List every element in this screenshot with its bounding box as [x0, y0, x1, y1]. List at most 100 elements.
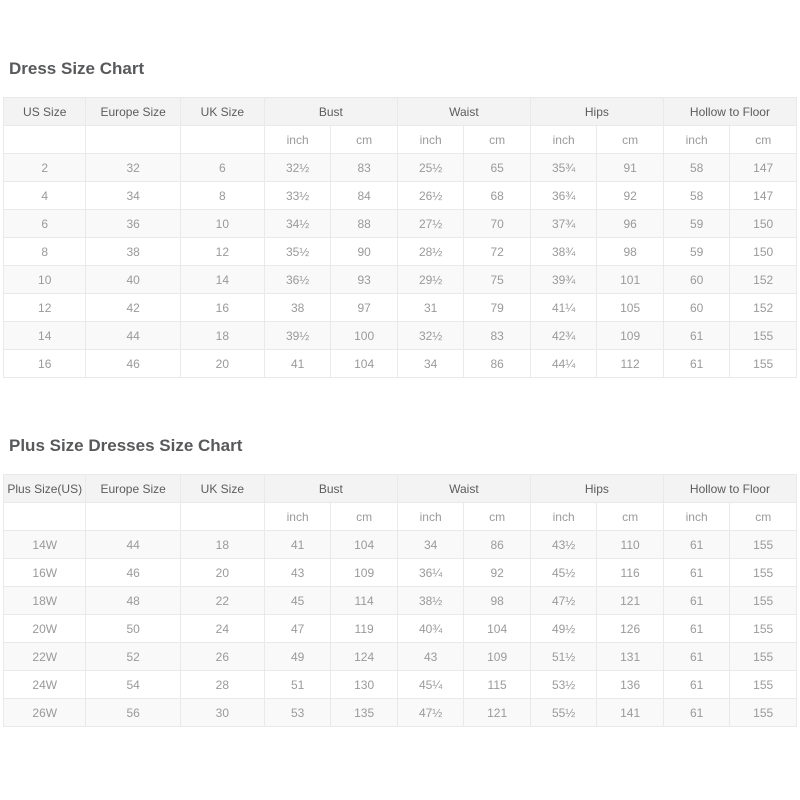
table-cell: 59: [662, 237, 731, 266]
table-cell: 43: [263, 558, 332, 587]
table-cell: 86: [463, 349, 531, 378]
dress-size-chart-title: Dress Size Chart: [9, 59, 145, 78]
table-cell: 90: [330, 237, 398, 266]
table-row: 16 46 20 41 104 34 86 44¼ 112 61 155: [2, 349, 797, 378]
table-cell: 61: [662, 558, 731, 587]
unit-header-cell: cm: [330, 502, 398, 531]
table-cell: 135: [330, 698, 398, 727]
table-cell: 47½: [396, 698, 465, 727]
table-cell: 59: [662, 209, 731, 238]
table-cell: 20: [179, 349, 265, 378]
table-cell: 22W: [2, 642, 87, 671]
table-cell: 26: [179, 642, 265, 671]
unit-header-cell: cm: [463, 125, 531, 154]
unit-header-cell: cm: [330, 125, 398, 154]
table-cell: 155: [729, 321, 797, 350]
column-header: Europe Size: [85, 97, 181, 126]
table-cell: 27½: [396, 209, 465, 238]
table-cell: 150: [729, 209, 797, 238]
unit-header-cell: inch: [529, 502, 598, 531]
table-cell: 20W: [2, 614, 87, 643]
table-cell: 98: [463, 586, 531, 615]
table-cell: 44: [85, 530, 181, 559]
table-cell: 49½: [529, 614, 598, 643]
table-cell: 130: [330, 670, 398, 699]
table-cell: 16: [2, 349, 87, 378]
table-cell: 50: [85, 614, 181, 643]
table-cell: 101: [596, 265, 664, 294]
table-cell: 124: [330, 642, 398, 671]
table-cell: 110: [596, 530, 664, 559]
table-cell: 58: [662, 153, 731, 182]
table-row: 22W 52 26 49 124 43 109 51½ 131 61 155: [2, 642, 797, 671]
table-cell: 155: [729, 530, 797, 559]
column-header: Waist: [396, 97, 531, 126]
table-cell: 104: [330, 349, 398, 378]
table-cell: 88: [330, 209, 398, 238]
table-cell: 56: [85, 698, 181, 727]
table-cell: 105: [596, 293, 664, 322]
table-cell: 84: [330, 181, 398, 210]
table-cell: 53½: [529, 670, 598, 699]
table-cell: 26W: [2, 698, 87, 727]
table-cell: 46: [85, 349, 181, 378]
table-cell: 34: [396, 530, 465, 559]
unit-header-cell: inch: [662, 502, 731, 531]
table-cell: 115: [463, 670, 531, 699]
column-header: Bust: [263, 97, 398, 126]
table-cell: 100: [330, 321, 398, 350]
column-header: Hips: [529, 97, 664, 126]
table-cell: 32½: [263, 153, 332, 182]
table-cell: 60: [662, 293, 731, 322]
table-cell: 61: [662, 614, 731, 643]
table-cell: 155: [729, 349, 797, 378]
table-cell: 54: [85, 670, 181, 699]
table-cell: 152: [729, 265, 797, 294]
table-cell: 53: [263, 698, 332, 727]
table-row: 18W 48 22 45 114 38½ 98 47½ 121 61 155: [2, 586, 797, 615]
table-cell: 42: [85, 293, 181, 322]
empty-header-cell: [85, 125, 181, 154]
empty-header-cell: [85, 502, 181, 531]
table-cell: 14: [2, 321, 87, 350]
table-cell: 24: [179, 614, 265, 643]
table-cell: 92: [596, 181, 664, 210]
table-cell: 109: [330, 558, 398, 587]
plus-size-chart-table: Plus Size(US) Europe Size UK Size Bust Waist…: [2, 474, 798, 727]
table-cell: 2: [2, 153, 87, 182]
table-cell: 121: [463, 698, 531, 727]
column-header: Plus Size(US): [2, 474, 87, 503]
table-row: 14W 44 18 41 104 34 86 43½ 110 61 155: [2, 530, 797, 559]
table-header-row: Plus Size(US) Europe Size UK Size Bust Waist…: [2, 474, 798, 503]
table-cell: 92: [463, 558, 531, 587]
table-row: 16W 46 20 43 109 36¼ 92 45½ 116 61 155: [2, 558, 797, 587]
table-cell: 46: [85, 558, 181, 587]
table-cell: 41: [263, 349, 332, 378]
column-header: Hollow to Floor: [662, 97, 798, 126]
table-cell: 51½: [529, 642, 598, 671]
table-cell: 147: [729, 181, 797, 210]
unit-header-cell: cm: [596, 125, 664, 154]
table-cell: 8: [2, 237, 87, 266]
table-cell: 38: [263, 293, 332, 322]
unit-header-cell: cm: [596, 502, 664, 531]
table-cell: 47: [263, 614, 332, 643]
table-cell: 70: [463, 209, 531, 238]
table-cell: 72: [463, 237, 531, 266]
column-header: Europe Size: [85, 474, 181, 503]
table-cell: 39¾: [529, 265, 598, 294]
table-row: 6 36 10 34½ 88 27½ 70 37¾ 96 59 150: [2, 209, 797, 238]
table-cell: 10: [179, 209, 265, 238]
table-row: 12 42 16 38 97 31 79 41¼ 105 60 152: [2, 293, 797, 322]
table-cell: 4: [2, 181, 87, 210]
table-cell: 48: [85, 586, 181, 615]
table-cell: 141: [596, 698, 664, 727]
table-cell: 147: [729, 153, 797, 182]
table-cell: 42¾: [529, 321, 598, 350]
table-cell: 68: [463, 181, 531, 210]
column-header: US Size: [2, 97, 87, 126]
table-cell: 36½: [263, 265, 332, 294]
table-cell: 61: [662, 698, 731, 727]
table-cell: 155: [729, 586, 797, 615]
